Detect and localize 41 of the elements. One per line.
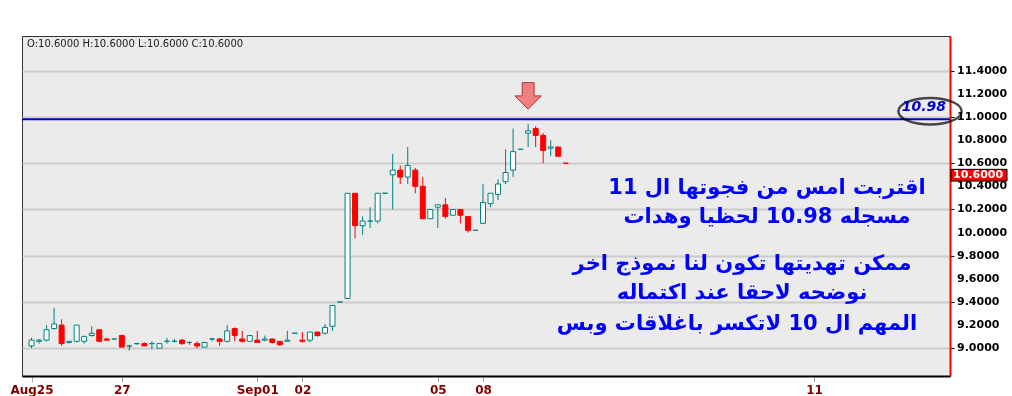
annotation: مسجله 10.98 لحظيا وهدات <box>623 204 911 228</box>
candlestick <box>404 146 411 185</box>
annotation: اقتربت امس من فجوتها ال 11 <box>608 175 926 199</box>
candlestick <box>329 304 336 332</box>
candlestick <box>397 165 404 185</box>
annotation: المهم ال 10 لاتكسر باغلاقات وبس <box>556 311 918 335</box>
annotation: ممكن تهديتها تكون لنا نموذج اخر <box>571 251 912 276</box>
y-tick-label: 11.4000 <box>957 63 1008 77</box>
annotation: نوضحه لاحقا عند اكتماله <box>616 280 868 304</box>
y-tick-label: 10.4000 <box>957 179 1008 193</box>
y-tick-label: 10.8000 <box>957 133 1008 147</box>
candlestick <box>525 123 532 148</box>
y-tick-label: 10.2000 <box>957 202 1008 216</box>
candlestick <box>434 204 441 229</box>
x-tick-label: Sep01 <box>236 382 279 396</box>
x-tick-label: 08 <box>475 382 492 396</box>
candlestick <box>412 167 419 194</box>
candlestick <box>58 318 65 347</box>
y-tick-label: 9.4000 <box>957 294 1000 308</box>
candlestick <box>510 128 517 178</box>
candlestick <box>442 197 449 220</box>
y-tick-label: 10.0000 <box>957 225 1008 239</box>
y-tick-label: 9.2000 <box>957 318 1000 332</box>
candlestick <box>502 148 509 185</box>
x-tick-label: 05 <box>429 382 447 396</box>
x-tick-label: 11 <box>806 382 823 396</box>
candlestick <box>66 340 73 345</box>
y-tick-label: 11.2000 <box>957 86 1008 100</box>
x-tick-label: 02 <box>294 382 312 396</box>
x-tick-label: Aug25 <box>10 382 54 396</box>
y-tick-label: 9.8000 <box>957 248 1000 262</box>
y-tick-label: 11.0000 <box>957 109 1008 123</box>
y-tick-label: 9.6000 <box>957 271 1000 285</box>
x-tick-label: 27 <box>113 382 131 396</box>
annotation: O:10.6000 H:10.6000 L:10.6000 C:10.6000 <box>27 38 244 49</box>
candlestick <box>51 307 58 331</box>
ref-line-label: 10.98 <box>901 98 947 115</box>
candlestick <box>359 215 366 236</box>
candlestick <box>389 153 396 210</box>
y-tick-label: 10.6000 <box>957 156 1008 170</box>
y-tick-label: 9.0000 <box>957 341 1000 355</box>
